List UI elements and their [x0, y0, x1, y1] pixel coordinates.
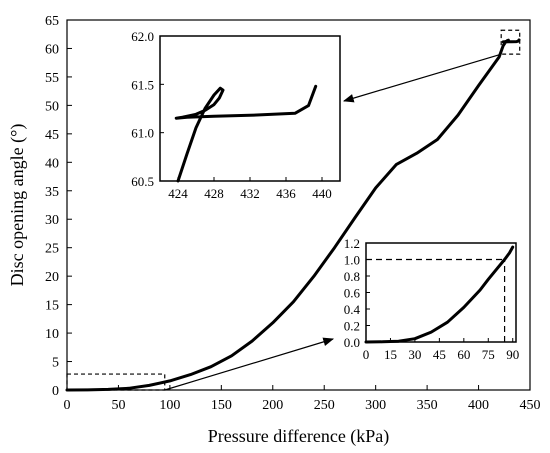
zoom-region-top-right	[500, 29, 521, 55]
inset-zoom-bottom-xtick-label: 0	[363, 347, 370, 362]
inset-zoom-bottom-xtick-label: 90	[506, 347, 519, 362]
inset-zoom-bottom-ytick-label: 0.0	[344, 335, 360, 350]
inset-top-series-line	[174, 84, 318, 183]
inset-zoom-top-ytick-label: 61.5	[131, 77, 154, 92]
y-axis-title: Disc opening angle (°)	[7, 124, 28, 287]
main-xtick-label: 150	[211, 398, 232, 413]
main-xtick-label: 450	[520, 398, 541, 413]
inset-zoom-bottom-xtick-label: 60	[457, 347, 470, 362]
inset-zoom-bottom-xtick-label: 15	[384, 347, 397, 362]
inset-zoom-top-xtick-label: 436	[276, 186, 296, 201]
inset-zoom-top-ytick-label: 60.5	[131, 174, 154, 189]
inset-zoom-bottom-ytick-label: 1.0	[344, 253, 360, 268]
main-ytick-label: 5	[52, 356, 59, 371]
main-xtick-label: 200	[262, 398, 283, 413]
main-ytick-label: 0	[52, 384, 59, 399]
inset-zoom-bottom-ytick-label: 0.4	[344, 302, 361, 317]
main-ytick-label: 60	[45, 42, 59, 57]
inset-zoom-bottom-ytick-label: 0.2	[344, 319, 360, 334]
main-xtick-label: 50	[111, 398, 125, 413]
inset-zoom-top-xtick-label: 428	[204, 186, 224, 201]
main-xtick-label: 100	[159, 398, 180, 413]
inset-chart-top: 424 428 432 436 440 60.5 61.0 61.5 62.0	[131, 29, 341, 201]
main-ytick-label: 35	[45, 185, 59, 200]
main-xtick-label: 400	[468, 398, 489, 413]
main-ytick-label: 45	[45, 128, 59, 143]
inset-chart-bottom: 0 15 30 45 60 75 90 0.00.2 0.40.6 0.81.0 1.2	[344, 236, 519, 362]
inset-zoom-bottom-ytick-label: 0.6	[344, 286, 361, 301]
zoom-arrow-bottom	[164, 337, 335, 391]
inset-zoom-top-xtick-label: 424	[168, 186, 188, 201]
main-ytick-label: 25	[45, 242, 59, 257]
inset-zoom-bottom-xtick-label: 75	[482, 347, 495, 362]
zoom-region-bottom-left	[66, 373, 166, 391]
main-ytick-label: 65	[45, 14, 59, 29]
main-series-line	[65, 38, 521, 392]
zoom-arrows	[164, 53, 502, 391]
main-ytick-label: 10	[45, 327, 59, 342]
main-chart: 0 50 100 150 200 250 300 350 400 4500510152025303…	[45, 14, 541, 413]
inset-zoom-bottom-xtick-label: 30	[408, 347, 421, 362]
main-ytick-label: 55	[45, 71, 59, 86]
inset-zoom-top-frame	[159, 35, 341, 182]
main-xtick-label: 250	[314, 398, 335, 413]
main-xtick-label: 300	[365, 398, 386, 413]
inset-bottom-series-line	[364, 245, 515, 344]
x-axis-title: Pressure difference (kPa)	[208, 426, 390, 447]
main-xtick-label: 0	[64, 398, 71, 413]
main-frame	[66, 19, 531, 391]
inset-zoom-bottom-ytick-label: 1.2	[344, 236, 360, 251]
inset-zoom-top-xtick-label: 440	[312, 186, 332, 201]
inset-zoom-top-xtick-label: 432	[240, 186, 260, 201]
main-xtick-label: 350	[417, 398, 438, 413]
main-ytick-label: 15	[45, 299, 59, 314]
inset-zoom-top-ytick-label: 62.0	[131, 29, 154, 44]
main-ytick-label: 50	[45, 99, 59, 114]
main-ytick-label: 20	[45, 270, 59, 285]
inset-zoom-top-ytick-label: 61.0	[131, 126, 154, 141]
zoom-arrow-top	[342, 53, 502, 103]
inset-zoom-bottom-ytick-label: 0.8	[344, 269, 360, 284]
main-ytick-label: 40	[45, 156, 59, 171]
inset-zoom-bottom-xtick-label: 45	[433, 347, 446, 362]
main-ytick-label: 30	[45, 213, 59, 228]
